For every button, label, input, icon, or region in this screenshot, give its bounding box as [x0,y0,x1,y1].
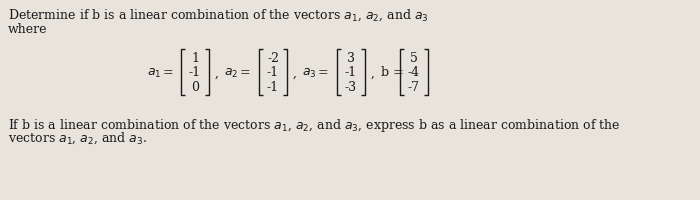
Text: =: = [318,66,328,79]
Text: ,: , [371,66,375,79]
Text: =: = [240,66,251,79]
Text: $a_1$: $a_1$ [147,66,162,79]
Text: 5: 5 [410,51,418,64]
Text: b =: b = [381,66,404,79]
Text: ,: , [293,66,297,79]
Text: 1: 1 [191,51,199,64]
Text: -3: -3 [345,81,357,94]
Text: -4: -4 [408,66,420,79]
Text: -1: -1 [189,66,201,79]
Text: If b is a linear combination of the vectors $a_1$, $a_2$, and $a_3$, express b a: If b is a linear combination of the vect… [8,116,621,133]
Text: =: = [163,66,174,79]
Text: -1: -1 [345,66,357,79]
Text: 3: 3 [347,51,355,64]
Text: -2: -2 [267,51,279,64]
Text: -1: -1 [267,81,279,94]
Text: -7: -7 [408,81,420,94]
Text: 0: 0 [191,81,199,94]
Text: Determine if b is a linear combination of the vectors $a_1$, $a_2$, and $a_3$: Determine if b is a linear combination o… [8,8,429,23]
Text: ,: , [215,66,219,79]
Text: where: where [8,23,48,36]
Text: -1: -1 [267,66,279,79]
Text: $a_2$: $a_2$ [224,66,238,79]
Text: $a_3$: $a_3$ [302,66,316,79]
Text: vectors $a_1$, $a_2$, and $a_3$.: vectors $a_1$, $a_2$, and $a_3$. [8,130,147,146]
